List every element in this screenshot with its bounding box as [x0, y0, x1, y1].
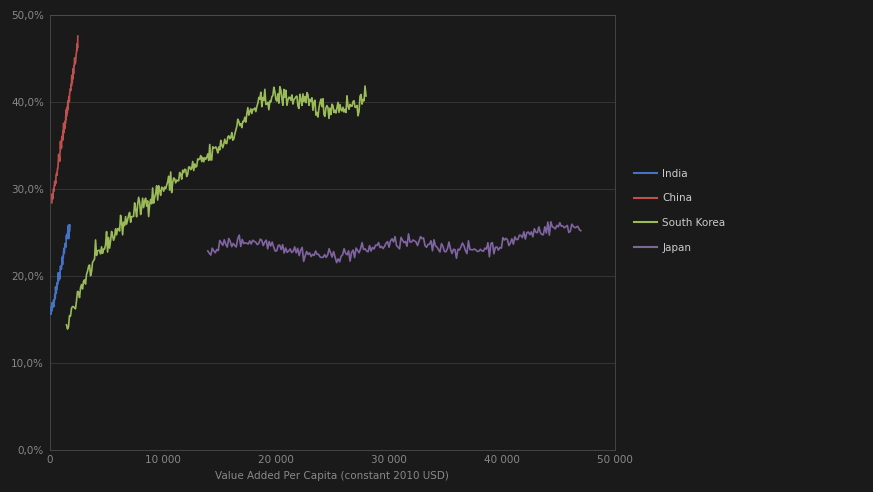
- India: [63, 225, 73, 231]
- Line: India: India: [51, 224, 70, 314]
- India: [65, 221, 75, 227]
- Japan: [564, 230, 574, 236]
- India: [57, 255, 67, 261]
- Japan: [332, 260, 342, 266]
- China: [60, 118, 71, 124]
- Legend: India, China, South Korea, Japan: India, China, South Korea, Japan: [631, 166, 729, 256]
- India: [58, 246, 69, 251]
- South Korea: [314, 100, 325, 106]
- Japan: [420, 243, 430, 248]
- India: [58, 262, 68, 268]
- Japan: [575, 228, 586, 234]
- Japan: [358, 246, 368, 252]
- China: [52, 165, 63, 171]
- South Korea: [241, 119, 251, 125]
- Japan: [264, 239, 274, 245]
- India: [58, 254, 69, 260]
- Japan: [203, 248, 213, 254]
- India: [54, 270, 65, 276]
- Line: Japan: Japan: [208, 222, 581, 263]
- South Korea: [333, 109, 344, 115]
- China: [72, 33, 83, 39]
- China: [71, 58, 81, 64]
- South Korea: [245, 106, 256, 112]
- South Korea: [360, 83, 370, 89]
- South Korea: [63, 324, 73, 330]
- Japan: [354, 250, 364, 256]
- China: [46, 200, 57, 206]
- Japan: [462, 250, 472, 256]
- South Korea: [61, 322, 72, 328]
- South Korea: [62, 326, 72, 332]
- China: [62, 110, 72, 116]
- Line: South Korea: South Korea: [66, 86, 366, 329]
- South Korea: [239, 114, 250, 120]
- China: [72, 50, 82, 56]
- Line: China: China: [52, 36, 78, 203]
- South Korea: [361, 93, 371, 99]
- China: [52, 170, 62, 176]
- India: [45, 311, 56, 317]
- Japan: [546, 219, 556, 225]
- India: [65, 228, 75, 234]
- X-axis label: Value Added Per Capita (constant 2010 USD): Value Added Per Capita (constant 2010 US…: [215, 471, 449, 481]
- India: [45, 310, 56, 316]
